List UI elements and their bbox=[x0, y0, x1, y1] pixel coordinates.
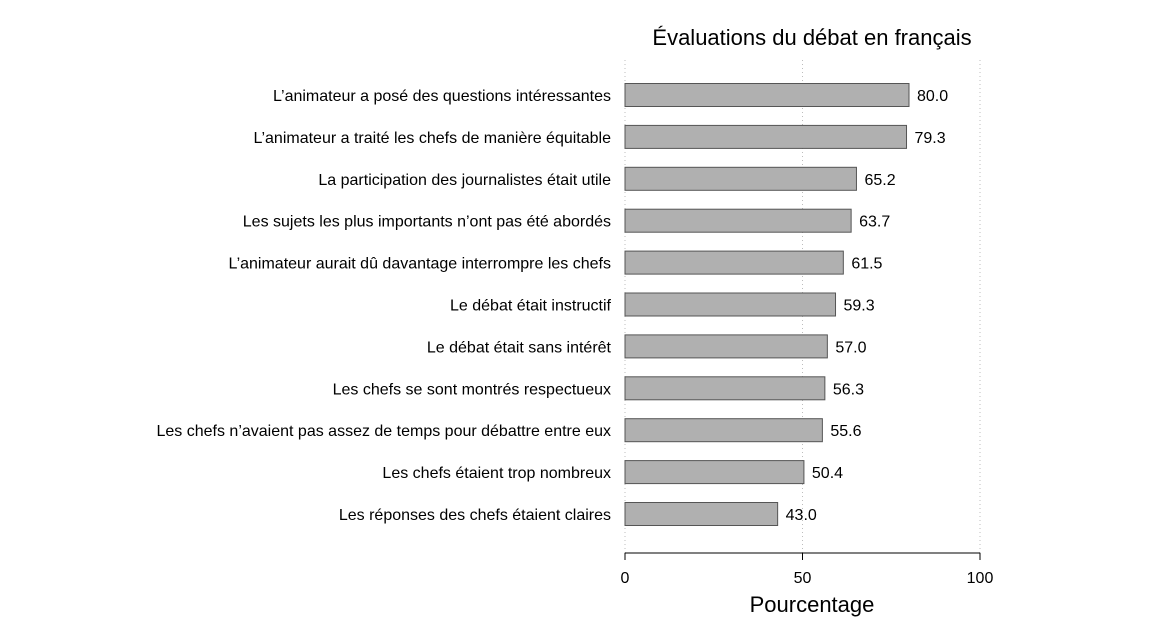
x-tick-label-50: 50 bbox=[794, 570, 812, 587]
category-label-10: Les réponses des chefs étaient claires bbox=[339, 507, 611, 524]
value-label-1: 79.3 bbox=[915, 130, 946, 147]
bar-7 bbox=[624, 376, 826, 401]
value-label-4: 61.5 bbox=[851, 256, 882, 273]
x-tick-label-0: 0 bbox=[621, 570, 630, 587]
x-axis-title: Pourcentage bbox=[750, 592, 875, 617]
value-label-5: 59.3 bbox=[844, 298, 875, 315]
bar-9 bbox=[624, 460, 805, 485]
x-axis: 0 50 100 bbox=[621, 552, 994, 587]
category-label-4: L’animateur aurait dû davantage interrom… bbox=[229, 256, 611, 273]
value-label-2: 65.2 bbox=[864, 172, 895, 189]
value-label-10: 43.0 bbox=[786, 507, 817, 524]
category-label-3: Les sujets les plus importants n’ont pas… bbox=[243, 214, 611, 231]
value-label-3: 63.7 bbox=[859, 214, 890, 231]
category-label-1: L’animateur a traité les chefs de manièr… bbox=[253, 130, 611, 147]
value-label-9: 50.4 bbox=[812, 465, 843, 482]
category-label-9: Les chefs étaient trop nombreux bbox=[382, 465, 611, 482]
category-labels: L’animateur a posé des questions intéres… bbox=[157, 88, 612, 524]
chart-title: Évaluations du débat en français bbox=[652, 25, 971, 50]
value-label-0: 80.0 bbox=[917, 88, 948, 105]
category-label-5: Le débat était instructif bbox=[450, 298, 612, 315]
bar-8 bbox=[624, 418, 823, 443]
bars bbox=[624, 83, 910, 526]
bar-1 bbox=[624, 124, 908, 149]
value-label-6: 57.0 bbox=[835, 339, 866, 356]
bar-10 bbox=[624, 502, 779, 526]
value-label-7: 56.3 bbox=[833, 381, 864, 398]
category-label-6: Le débat était sans intérêt bbox=[427, 339, 612, 356]
bar-6 bbox=[624, 334, 828, 359]
category-label-2: La participation des journalistes était … bbox=[318, 172, 611, 189]
category-label-8: Les chefs n’avaient pas assez de temps p… bbox=[157, 423, 612, 440]
bar-4 bbox=[624, 250, 844, 275]
category-label-0: L’animateur a posé des questions intéres… bbox=[273, 88, 611, 105]
value-label-8: 55.6 bbox=[830, 423, 861, 440]
bar-2 bbox=[624, 166, 857, 191]
value-labels: 80.0 79.3 65.2 63.7 61.5 59.3 57.0 56.3 55.6 50.4… bbox=[786, 88, 949, 524]
bar-3 bbox=[624, 208, 852, 233]
x-tick-label-100: 100 bbox=[967, 570, 994, 587]
category-label-7: Les chefs se sont montrés respectueux bbox=[333, 381, 611, 398]
bar-5 bbox=[624, 292, 837, 317]
bar-0 bbox=[624, 83, 910, 107]
